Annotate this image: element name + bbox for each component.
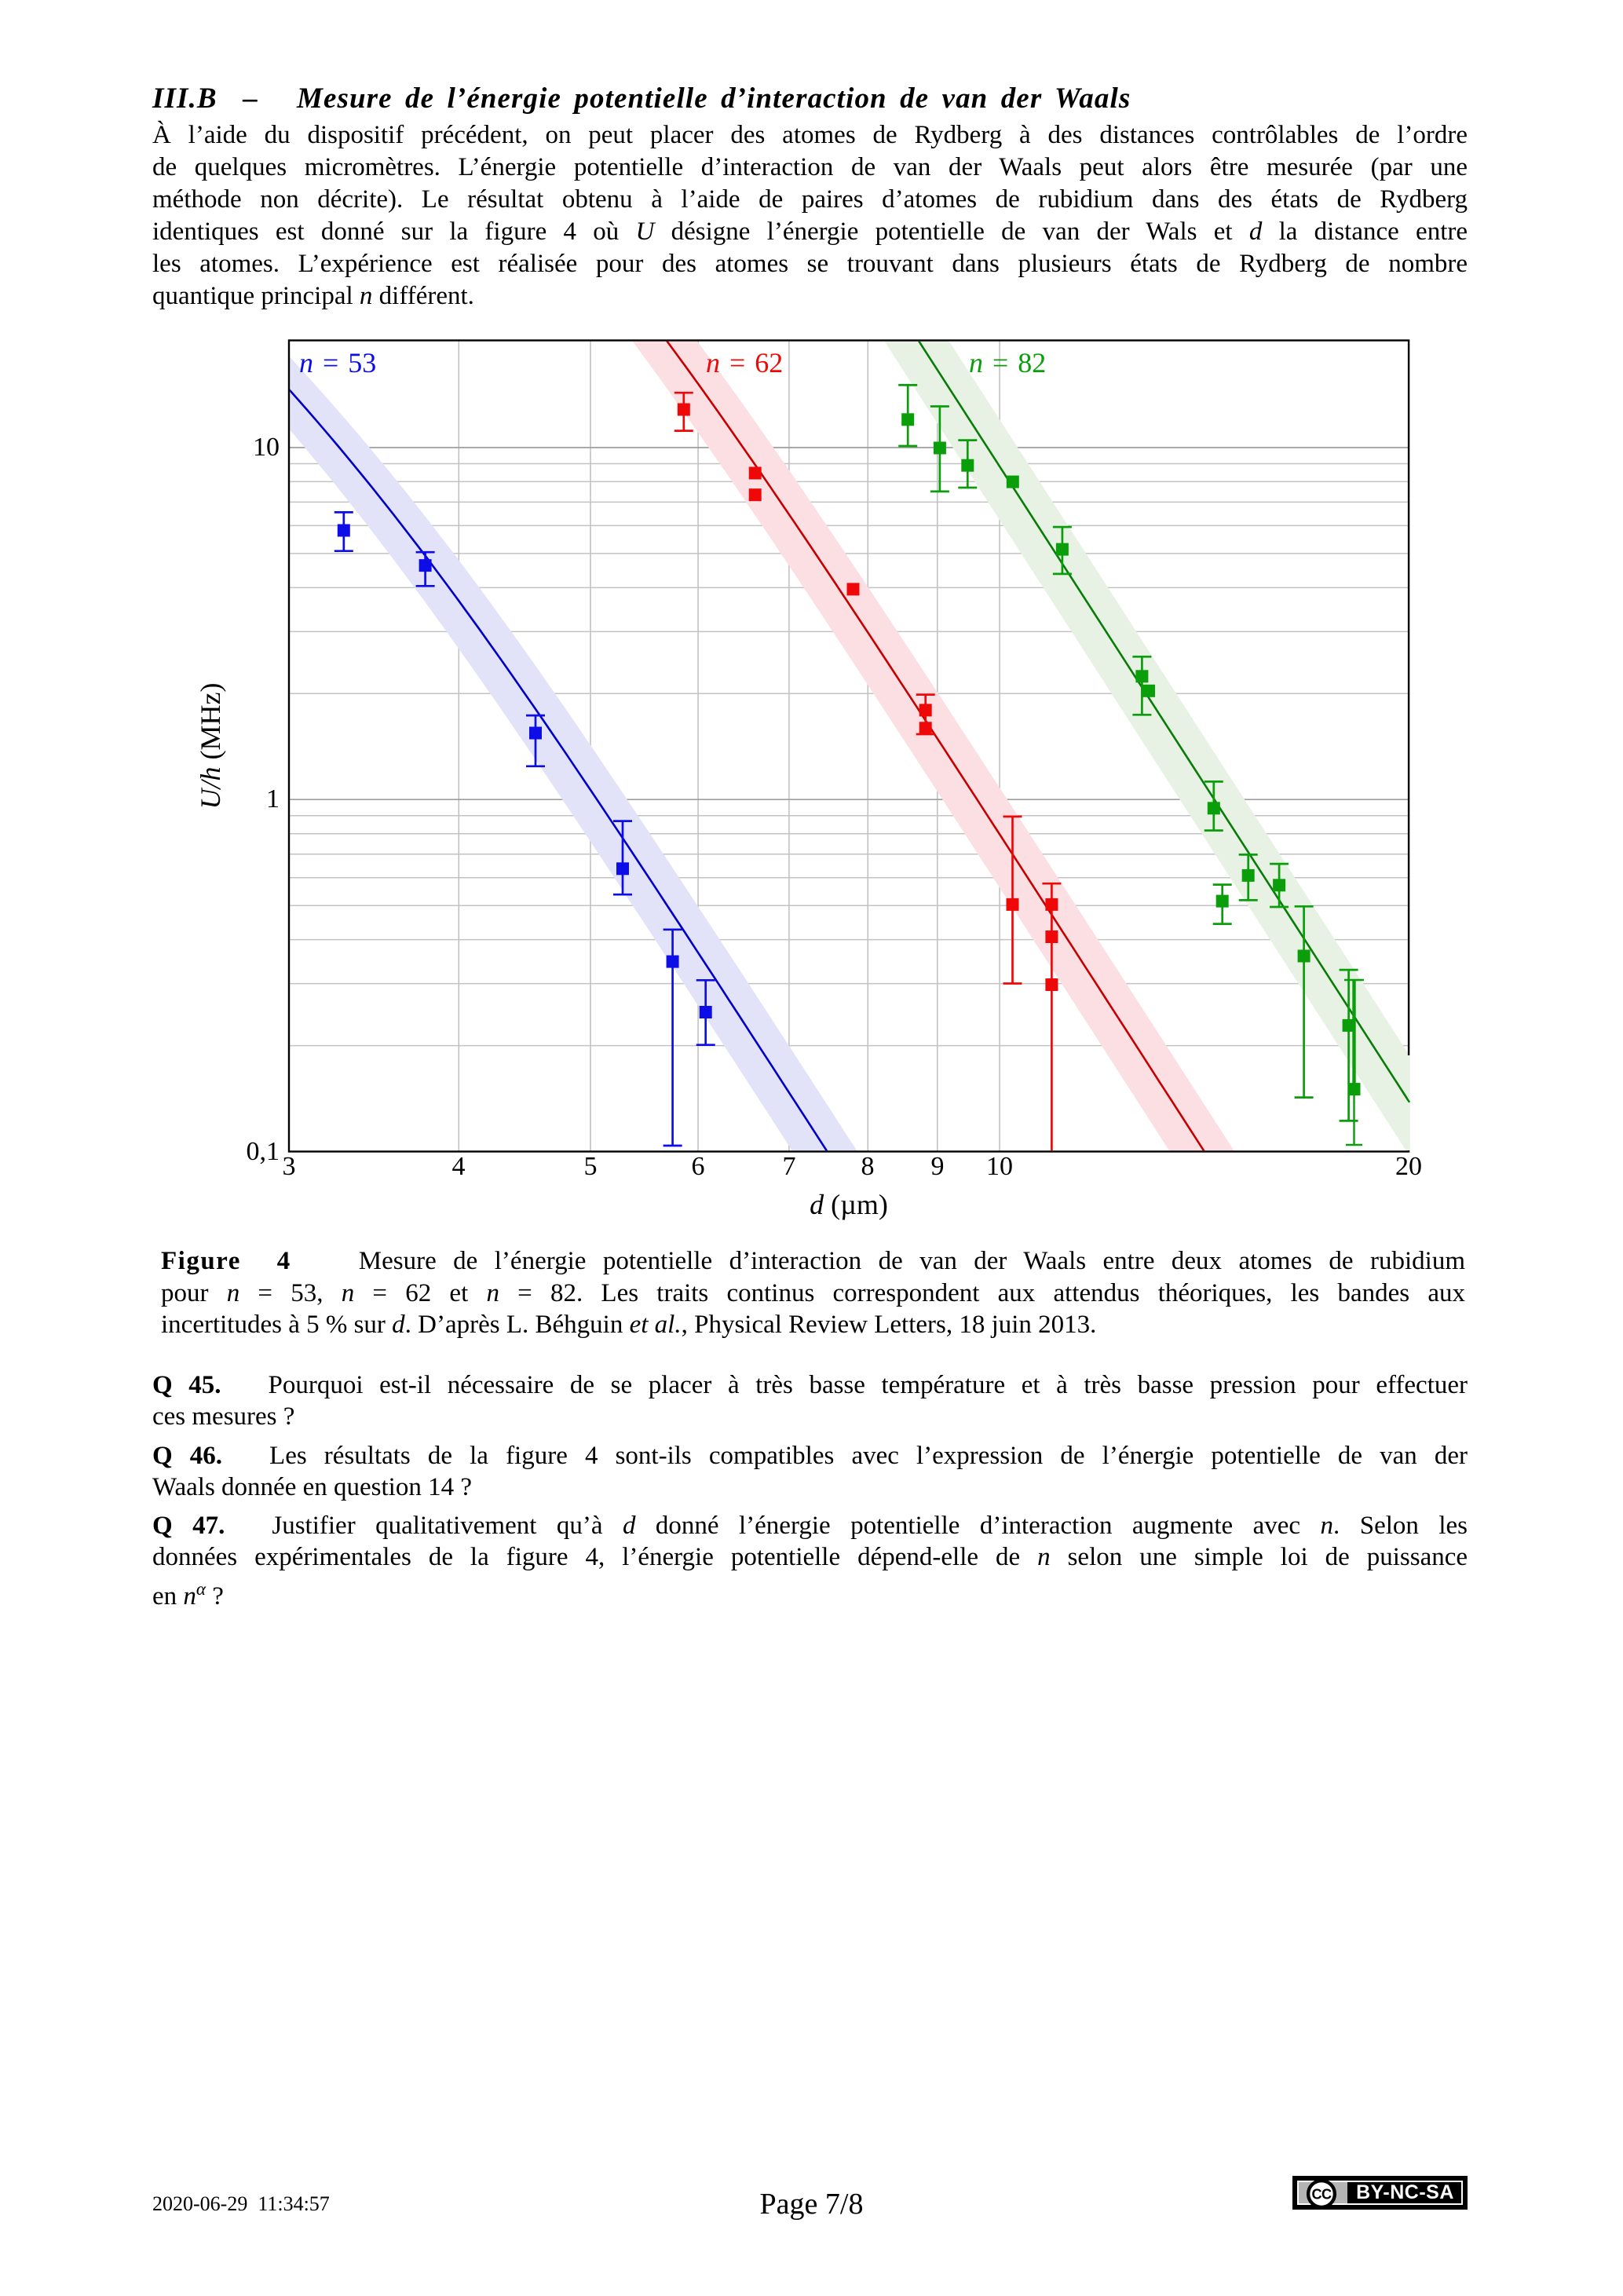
svg-text:CC: CC <box>1312 2186 1332 2202</box>
